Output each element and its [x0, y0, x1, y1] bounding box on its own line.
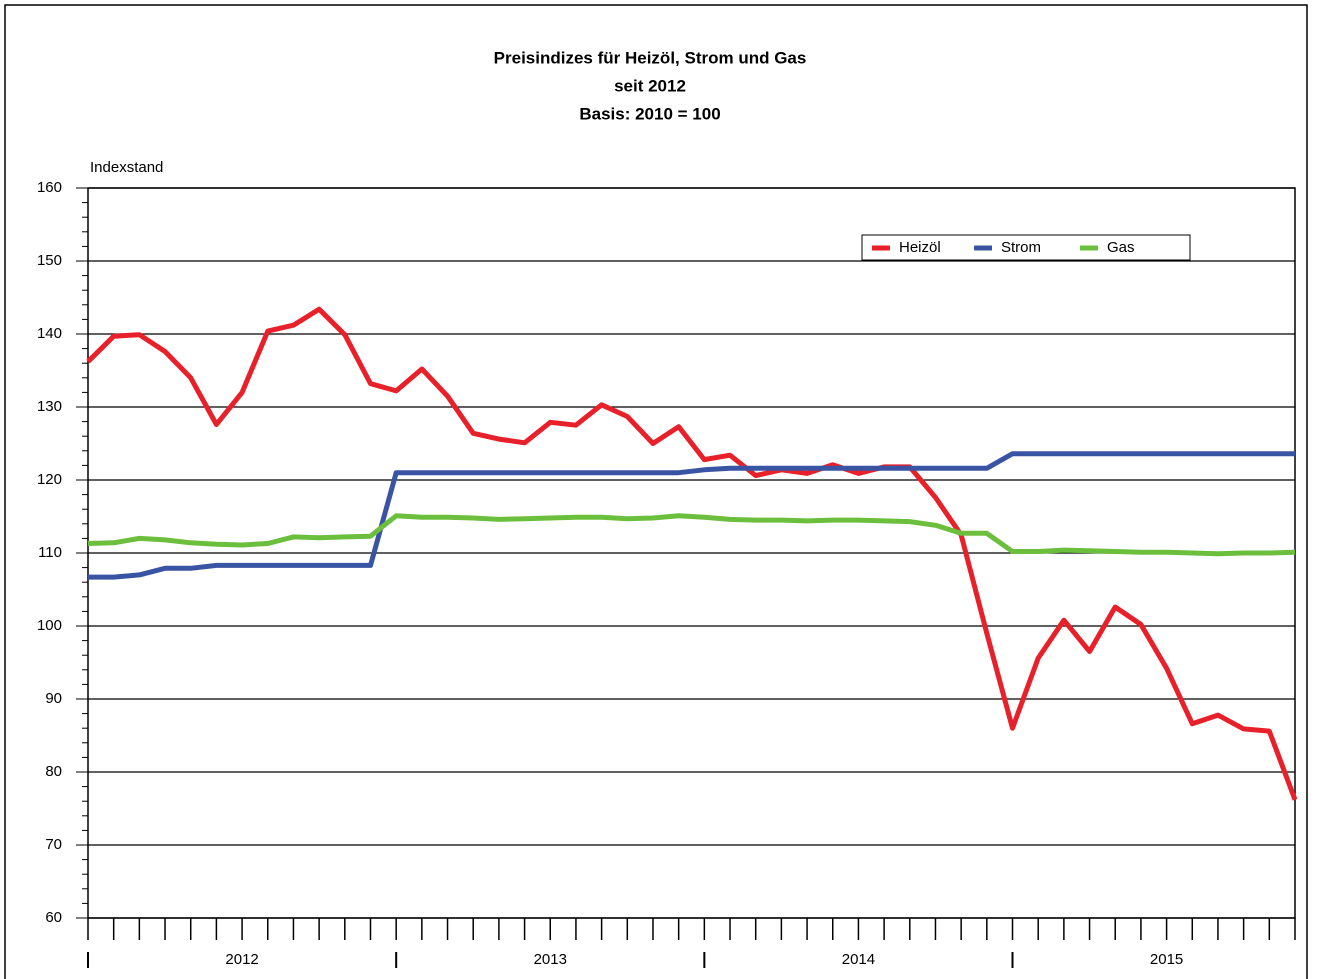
- series-line: [87, 513, 1296, 557]
- frame: [4, 4, 1308, 979]
- y-tick-label: 150: [37, 252, 62, 269]
- series-line: [86, 306, 1298, 801]
- y-tick-label: 110: [38, 544, 62, 561]
- y-tick-label: 90: [45, 690, 62, 707]
- y-tick-label: 140: [37, 325, 62, 342]
- y-tick-label: 60: [45, 909, 62, 926]
- y-tick-label: 70: [45, 836, 62, 853]
- y-tick-label: 120: [37, 471, 62, 488]
- y-tick-label: 80: [45, 763, 62, 780]
- legend-box: [861, 234, 1191, 261]
- chart-title: Preisindizes für Heizöl, Strom und Gas: [494, 48, 807, 67]
- legend-label: Heizöl: [899, 239, 941, 256]
- y-axis-label: Indexstand: [90, 159, 163, 176]
- x-tick-label: 2015: [1150, 951, 1183, 968]
- y-tick-label: 100: [37, 617, 62, 634]
- chart-subtitle: seit 2012: [614, 76, 686, 95]
- x-tick-label: 2014: [842, 951, 875, 968]
- y-tick-label: 160: [37, 179, 62, 196]
- series-line: [88, 451, 1295, 580]
- chart-subtitle: Basis: 2010 = 100: [579, 104, 720, 123]
- legend-label: Gas: [1107, 239, 1135, 256]
- x-tick-label: 2012: [225, 951, 258, 968]
- x-tick-label: 2013: [534, 951, 567, 968]
- legend-label: Strom: [1001, 239, 1041, 256]
- y-tick-label: 130: [37, 398, 62, 415]
